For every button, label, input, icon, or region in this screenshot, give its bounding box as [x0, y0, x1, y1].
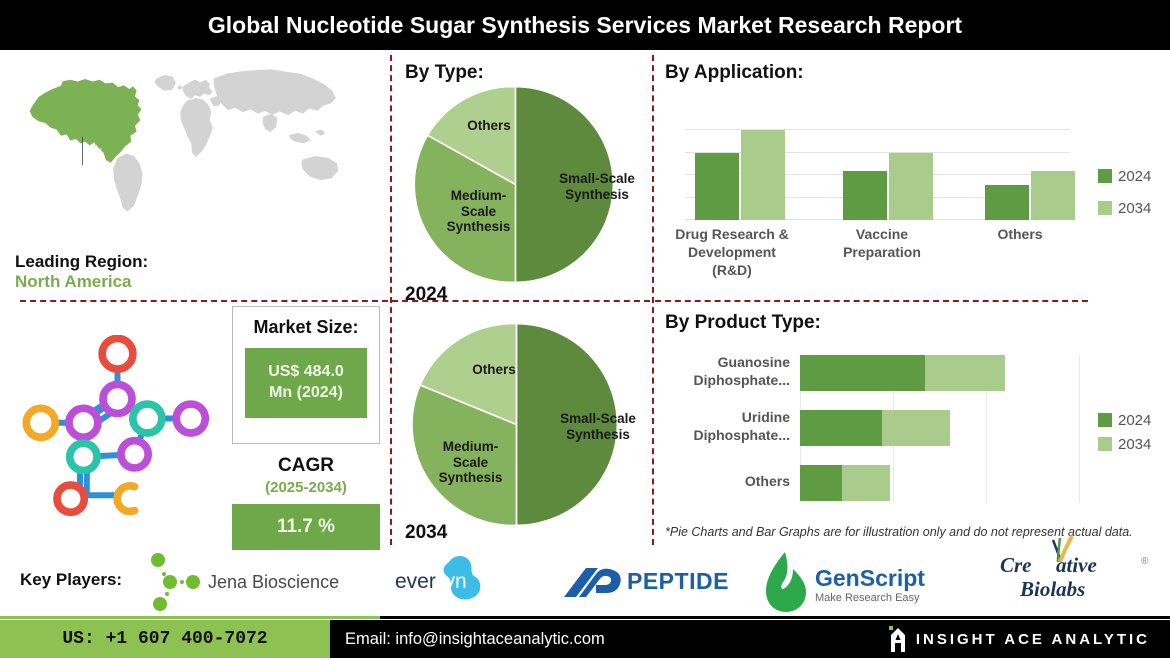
svg-text:GenScript: GenScript: [815, 565, 925, 591]
svg-text:ever: ever: [395, 570, 436, 593]
svg-text:Make Research Easy: Make Research Easy: [815, 592, 920, 604]
svg-text:Cre: Cre: [1000, 553, 1032, 577]
svg-text:PEPTIDE: PEPTIDE: [627, 568, 729, 594]
svg-text:Jena Bioscience: Jena Bioscience: [208, 572, 339, 592]
svg-text:Biolabs: Biolabs: [1019, 577, 1085, 601]
svg-text:syn: syn: [434, 570, 467, 593]
svg-text:ative: ative: [1056, 553, 1097, 577]
svg-text:®: ®: [1141, 556, 1149, 567]
